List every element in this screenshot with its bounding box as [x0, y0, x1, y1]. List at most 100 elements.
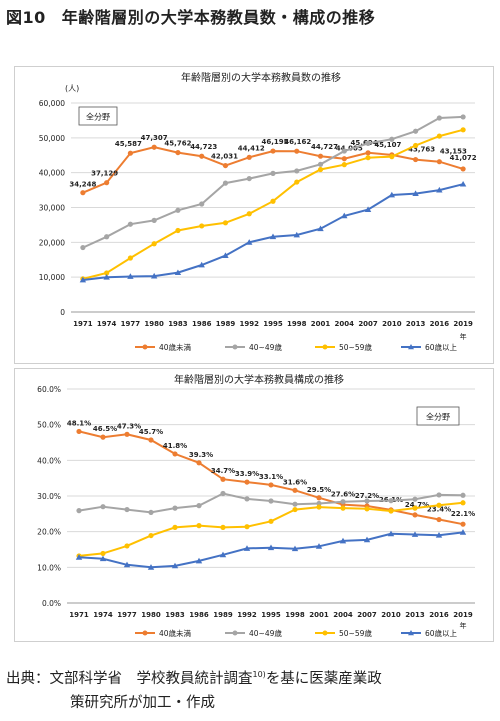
data-point — [220, 524, 226, 530]
data-point — [269, 233, 277, 240]
x-tick-label: 2016 — [429, 611, 449, 619]
legend-marker — [322, 630, 328, 636]
data-point — [172, 451, 178, 457]
x-tick-label: 1986 — [192, 320, 212, 328]
data-point — [363, 536, 371, 543]
data-point — [292, 501, 298, 507]
source-text-2: を基に医薬産業政 — [265, 670, 382, 687]
x-tick-label: 1977 — [121, 320, 141, 328]
data-point — [246, 239, 253, 245]
x-tick-label: 2001 — [309, 611, 329, 619]
data-point — [436, 133, 442, 139]
legend-marker — [408, 630, 414, 636]
data-point — [175, 227, 181, 234]
field-badge: 全分野 — [426, 412, 450, 422]
data-point — [317, 225, 324, 232]
data-point — [460, 166, 466, 172]
x-tick-label: 1971 — [73, 320, 93, 328]
data-point — [270, 198, 276, 204]
data-point — [341, 156, 347, 162]
x-tick-label: 1977 — [117, 611, 137, 619]
x-tick-label: 1995 — [263, 320, 283, 328]
data-point — [124, 431, 130, 437]
data-point — [389, 136, 395, 142]
data-label: 34,248 — [69, 181, 96, 189]
data-point — [76, 508, 82, 514]
y-tick-label: 60.0% — [37, 385, 61, 394]
data-point — [104, 234, 110, 240]
data-label: 27.2% — [355, 492, 379, 500]
data-label: 43,763 — [408, 146, 435, 154]
x-tick-label: 1998 — [285, 611, 305, 619]
x-tick-label: 1974 — [93, 611, 113, 619]
data-point — [460, 114, 466, 120]
data-point — [460, 492, 466, 498]
x-unit-label: 年 — [460, 621, 467, 630]
data-point — [199, 223, 205, 229]
y-tick-label: 40.0% — [37, 456, 61, 465]
x-tick-label: 2013 — [406, 320, 426, 328]
x-tick-label: 2004 — [335, 320, 355, 328]
data-point — [127, 150, 134, 156]
y-tick-label: 50.0% — [37, 421, 61, 430]
data-label: 45,694 — [351, 139, 378, 147]
x-tick-label: 1995 — [261, 611, 281, 619]
data-point — [174, 269, 182, 276]
x-tick-label: 1998 — [287, 320, 307, 328]
data-point — [365, 150, 371, 156]
data-point — [199, 201, 205, 207]
data-point — [435, 532, 443, 538]
x-tick-label: 1983 — [168, 320, 188, 328]
source-text-3: 策研究所が加工・作成 — [70, 694, 215, 711]
data-label: 47,307 — [141, 134, 168, 142]
data-point — [148, 437, 154, 443]
legend-label: 40~49歳 — [249, 628, 282, 638]
data-point — [220, 490, 226, 497]
data-point — [436, 516, 442, 523]
data-point — [316, 500, 322, 507]
data-point — [388, 191, 396, 198]
legend-marker — [322, 344, 328, 350]
data-point — [147, 564, 155, 570]
data-point — [171, 562, 179, 569]
data-point — [268, 498, 274, 504]
data-point — [365, 155, 371, 161]
legend-label: 40歳未満 — [159, 342, 192, 352]
data-point — [222, 162, 229, 169]
data-label: 22.1% — [451, 510, 475, 518]
data-point — [124, 543, 130, 549]
source-note: 出典：文部科学省 学校教員統計調査10)を基に医薬産業政 策研究所が加工・作成 — [6, 663, 496, 715]
badge-box — [78, 106, 118, 126]
data-point — [412, 190, 419, 196]
data-point — [412, 128, 419, 134]
legend-label: 40歳未満 — [159, 628, 192, 638]
data-label: 39.3% — [189, 451, 213, 459]
x-tick-label: 1992 — [237, 611, 257, 619]
data-point — [388, 498, 394, 504]
data-label: 47.3% — [117, 422, 141, 430]
data-point — [412, 142, 419, 149]
x-tick-label: 1971 — [69, 611, 89, 619]
data-point — [127, 273, 134, 279]
field-badge: 全分野 — [86, 112, 110, 122]
chart-composition: 年齢階層別の大学本務教員構成の推移 0.0% 10.0% 20.0% 30.0% 40.0… — [37, 373, 475, 638]
series-line-4 — [82, 183, 464, 281]
data-label: 42,031 — [211, 153, 238, 161]
data-label: 29.5% — [307, 486, 331, 494]
figure-title-text: 年齢階層別の大学本務教員数・構成の推移 — [61, 8, 376, 27]
x-tick-label: 2007 — [357, 611, 377, 619]
data-point — [246, 211, 252, 217]
y-tick-label: 0.0% — [42, 599, 61, 608]
data-point — [291, 545, 299, 552]
chart-panel-counts: 年齢階層別の大学本務教員数の推移 (人) 0 10,000 20,000 30,000 40… — [14, 66, 494, 364]
x-tick-label: 2010 — [381, 611, 401, 619]
x-tick-label: 1983 — [165, 611, 185, 619]
data-point — [123, 561, 131, 568]
data-point — [196, 523, 202, 529]
chart-title: 年齢階層別の大学本務教員数の推移 — [181, 71, 341, 84]
data-label: 46,162 — [284, 138, 311, 146]
data-point — [460, 500, 466, 506]
x-tick-label: 2001 — [311, 320, 331, 328]
data-point — [80, 190, 86, 196]
data-point — [244, 524, 250, 530]
